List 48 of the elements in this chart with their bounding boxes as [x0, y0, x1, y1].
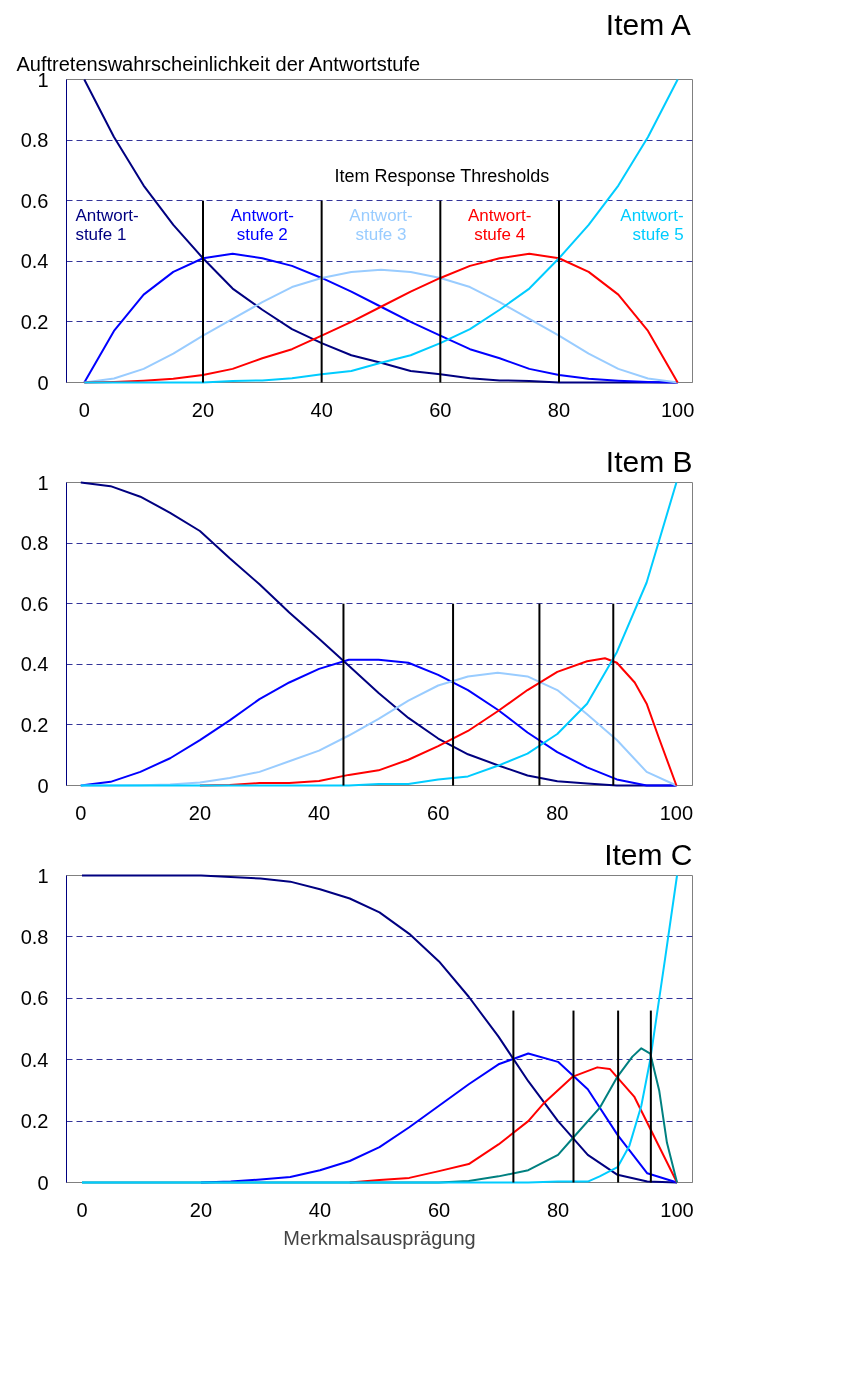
- x-tick-label: 40: [307, 801, 331, 824]
- y-tick-label: 0.6: [20, 189, 49, 212]
- series-label: Antwort- stufe 3: [349, 205, 413, 244]
- y-tick-label: 0.8: [20, 925, 49, 948]
- y-tick-label: 0.4: [20, 653, 49, 676]
- y-tick-label: 0: [37, 1171, 49, 1194]
- line-series: [198, 657, 678, 787]
- x-tick-label: 0: [75, 801, 87, 824]
- y-tick-label: 0.8: [20, 129, 49, 152]
- x-tick-label: 60: [427, 1198, 451, 1221]
- line-series: [199, 1052, 679, 1184]
- series-label: Antwort- stufe 5: [620, 205, 684, 244]
- chart-title: Item C: [604, 837, 693, 871]
- line-series: [348, 1066, 679, 1184]
- x-tick-label: 80: [546, 801, 569, 824]
- y-tick-label: 0: [37, 774, 49, 797]
- y-tick-label: 0.8: [20, 532, 49, 555]
- y-tick-label: 1: [37, 471, 49, 494]
- series-label: Antwort- stufe 1: [75, 205, 139, 244]
- x-tick-label: 80: [546, 1198, 570, 1221]
- y-tick-label: 0.6: [20, 987, 49, 1010]
- x-tick-label: 0: [78, 398, 90, 421]
- x-tick-label: 80: [547, 398, 571, 421]
- y-tick-label: 1: [37, 864, 49, 887]
- x-tick-label: 100: [660, 398, 695, 421]
- y-tick-label: 0.4: [20, 250, 49, 273]
- x-tick-label: 40: [310, 398, 333, 421]
- y-tick-label: 0.2: [20, 310, 49, 333]
- y-tick-label: 0.4: [20, 1048, 49, 1071]
- x-axis-title: Merkmalsausprägung: [283, 1226, 476, 1249]
- chart-title: Item B: [605, 444, 693, 478]
- y-tick-label: 0.6: [20, 592, 49, 615]
- y-tick-label: 0: [37, 371, 49, 394]
- x-tick-label: 20: [189, 1198, 213, 1221]
- x-tick-label: 20: [188, 801, 212, 824]
- x-tick-label: 60: [427, 801, 450, 824]
- x-tick-label: 60: [429, 398, 452, 421]
- x-tick-label: 40: [308, 1198, 332, 1221]
- y-tick-label: 0.2: [20, 713, 49, 736]
- x-tick-label: 100: [659, 801, 694, 824]
- series-label: Antwort- stufe 2: [230, 205, 294, 244]
- x-tick-label: 20: [191, 398, 215, 421]
- chart-title: Item A: [605, 7, 691, 41]
- series-label: Antwort- stufe 4: [468, 205, 532, 244]
- x-tick-label: 100: [660, 1198, 694, 1221]
- annotation: Item Response Thresholds: [334, 166, 550, 187]
- x-tick-label: 0: [76, 1198, 88, 1221]
- y-tick-label: 0.2: [20, 1110, 49, 1133]
